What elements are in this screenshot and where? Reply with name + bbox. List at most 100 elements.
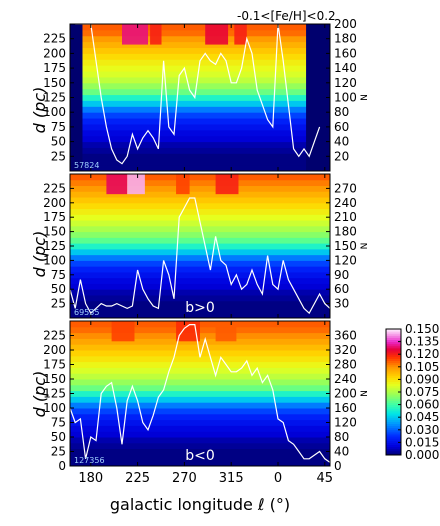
- heatmap-row: [70, 112, 330, 119]
- heatmap-row: [70, 214, 330, 221]
- colorbar-segment: [386, 329, 401, 332]
- colorbar-segment: [386, 450, 401, 454]
- heatmap-row: [70, 448, 330, 455]
- n-tick-label: 120: [334, 76, 357, 90]
- colorbar-segment: [386, 438, 401, 441]
- x-tick-label: 315: [219, 471, 244, 486]
- n-tick-label: 360: [334, 329, 357, 343]
- colorbar-segment: [386, 356, 401, 359]
- colorbar-segment: [386, 375, 401, 378]
- panel-count: 69535: [74, 308, 99, 317]
- heatmap-row: [70, 94, 330, 101]
- heatmap-hotspot: [234, 24, 247, 45]
- colorbar-segment: [386, 381, 401, 385]
- colorbar-segment: [386, 337, 401, 340]
- heatmap-row: [70, 191, 330, 198]
- n-tick-label: 140: [334, 61, 357, 75]
- count-curve: [75, 24, 321, 165]
- x-axis-label: galactic longitude ℓ (°): [110, 495, 290, 514]
- colorbar-segment: [386, 400, 401, 403]
- n-tick-label: 160: [334, 46, 357, 60]
- colorbar-segment: [386, 427, 401, 431]
- colorbar-segment: [386, 358, 401, 361]
- heatmap-row: [70, 271, 330, 279]
- heatmap-row: [70, 165, 330, 171]
- panel-label: b>0: [185, 300, 215, 316]
- heatmap-row: [70, 47, 330, 54]
- colorbar-tick-label: 0.000: [405, 448, 439, 462]
- n-tick-label: 40: [334, 135, 349, 149]
- colorbar-tick-label: 0.120: [405, 347, 439, 361]
- heatmap-row: [70, 243, 330, 250]
- colorbar-segment: [386, 335, 401, 338]
- colorbar-segment: [386, 389, 401, 393]
- heatmap-hotspot: [215, 321, 237, 342]
- heatmap-row: [70, 260, 330, 267]
- heatmap-row: [70, 390, 330, 397]
- colorbar-segment: [386, 425, 401, 429]
- y-tick-label: 175: [43, 210, 66, 224]
- heatmap-row: [70, 35, 330, 43]
- heatmap-row: [70, 76, 330, 84]
- n-tick-label: 80: [334, 105, 349, 119]
- heatmap-row: [70, 283, 330, 290]
- colorbar-tick-label: 0.060: [405, 398, 439, 412]
- y-axis-label-middle: d (pc): [30, 231, 49, 278]
- heatmap-row: [70, 41, 330, 49]
- colorbar: 0.0000.0150.0300.0450.0600.0750.0900.105…: [385, 322, 439, 462]
- colorbar-segment: [386, 421, 401, 424]
- colorbar-segment: [386, 368, 401, 372]
- heatmap-row: [70, 71, 330, 78]
- heatmap: [70, 24, 330, 171]
- y-tick-label: 200: [43, 343, 66, 357]
- colorbar-segment: [386, 331, 401, 334]
- colorbar-segment: [386, 444, 401, 448]
- colorbar-tick-label: 0.015: [405, 435, 439, 449]
- n-tick-label: 270: [334, 181, 357, 195]
- y-tick-label: 150: [43, 372, 66, 386]
- y-tick-label: 150: [43, 225, 66, 239]
- n-tick-label: 200: [334, 17, 357, 31]
- n-tick-label: 280: [334, 358, 357, 372]
- y-tick-label: 225: [43, 32, 66, 46]
- colorbar-segment: [386, 436, 401, 439]
- heatmap-row: [70, 431, 330, 438]
- x-tick-label: 225: [125, 471, 150, 486]
- heatmap-row: [70, 300, 330, 307]
- n-tick-label: 90: [334, 268, 349, 282]
- y-tick-label: 100: [43, 253, 66, 267]
- heatmap-row: [70, 460, 330, 466]
- heatmap-row: [70, 306, 330, 313]
- colorbar-segment: [386, 442, 401, 445]
- n-tick-label: 240: [334, 372, 357, 386]
- heatmap-row: [70, 266, 330, 273]
- y-tick-label: 175: [43, 61, 66, 75]
- colorbar-tick-label: 0.075: [405, 385, 439, 399]
- y-tick-label: 25: [51, 445, 66, 459]
- y-tick-label: 125: [43, 91, 66, 105]
- heatmap-hotspot: [122, 24, 148, 45]
- n-tick-label: 180: [334, 32, 357, 46]
- colorbar-segment: [386, 345, 401, 349]
- colorbar-segment: [386, 398, 401, 401]
- colorbar-segment: [386, 410, 401, 414]
- heatmap-row: [70, 384, 330, 392]
- colorbar-segment: [386, 394, 401, 397]
- n-tick-label: 40: [334, 445, 349, 459]
- heatmap-row: [70, 402, 330, 409]
- colorbar-segment: [386, 379, 401, 382]
- figure-title: -0.1<[Fe/H]<0.2: [237, 9, 336, 23]
- n-tick-label: 320: [334, 343, 357, 357]
- heatmap-row: [70, 355, 330, 363]
- heatmap-hotspot: [176, 174, 190, 195]
- y-tick-label: 50: [51, 430, 66, 444]
- heatmap: [70, 321, 330, 466]
- heatmap-row: [70, 53, 330, 60]
- y-tick-label: 75: [51, 416, 66, 430]
- y-tick-label: 75: [51, 120, 66, 134]
- n-tick-label: 80: [334, 430, 349, 444]
- colorbar-segment: [386, 434, 401, 437]
- heatmap-row: [70, 237, 330, 244]
- heatmap-row: [70, 202, 330, 210]
- colorbar-segment: [386, 431, 401, 435]
